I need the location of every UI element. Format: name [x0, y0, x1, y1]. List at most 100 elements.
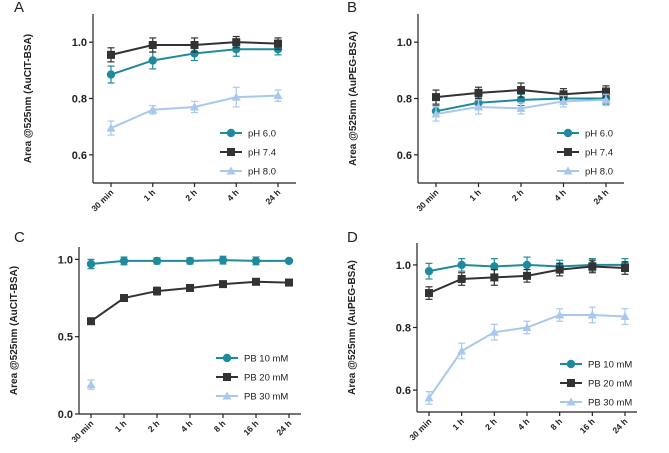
- panel-a-series-ph-6-0-point: [232, 45, 241, 54]
- panel-a-x-tick-label: 24 h: [263, 187, 282, 206]
- panel-d-series-pb-20-mm-point: [523, 271, 531, 280]
- panel-d-series-pb-10-mm-point: [522, 260, 532, 270]
- panel-b-series-ph-8-0-point: [516, 103, 526, 112]
- panel-a-x-tick-label: 30 min: [89, 187, 115, 213]
- panel-d-series-pb-30-mm-point: [489, 327, 499, 336]
- panel-d-series-pb-30-mm-point: [522, 323, 532, 331]
- panel-c-x-tick-label: 24 h: [274, 418, 293, 437]
- legend-d-marker: [567, 379, 575, 387]
- panel-c-series-pb-20-mm-point: [87, 317, 95, 326]
- panel-c-x-tick-label: 8 h: [212, 418, 228, 434]
- legend-d-marker: [566, 359, 576, 369]
- panel-c-x-tick-label: 4 h: [179, 418, 195, 434]
- panel-b-letter: B: [347, 0, 357, 16]
- panel-c-x-tick-label: 30 min: [69, 418, 95, 444]
- panel-d-series-pb-30-mm-point: [620, 312, 630, 321]
- panel-c-series-pb-30-mm-point: [86, 380, 96, 389]
- panel-a-series-ph-8-0-point: [190, 102, 199, 111]
- panel-b-x-tick-label: 30 min: [414, 187, 440, 213]
- panel-d-series-pb-20-mm-point: [425, 289, 433, 298]
- panel-b-y-tick-label: 0.6: [397, 150, 412, 162]
- panel-d-series-pb-30-mm: [424, 306, 630, 405]
- legend-b-marker: [564, 148, 572, 156]
- panel-c-series-pb-20-mm-point: [153, 287, 161, 296]
- legend-d-label: PB 30 mM: [588, 398, 632, 409]
- legend-a-label: pH 6.0: [248, 129, 276, 140]
- panel-d-y-tick-label: 0.6: [396, 385, 411, 397]
- panel-d-series-pb-10-mm-point: [490, 262, 499, 271]
- panel-c-series-pb-30-mm: [86, 379, 96, 390]
- panel-a-x-tick-label: 2 h: [183, 187, 199, 203]
- legend-d-label: PB 10 mM: [588, 360, 632, 371]
- panel-c-letter: C: [14, 229, 25, 246]
- panel-b-x-tick-label: 2 h: [510, 187, 526, 203]
- legend-c-label: PB 20 mM: [244, 373, 288, 384]
- panel-c-y-axis-label: Area @525nm (AuCIT-BSA): [9, 266, 20, 395]
- panel-c-x-tick-label: 16 h: [241, 418, 260, 437]
- panel-d-x-tick-label: 30 min: [407, 416, 433, 442]
- panel-d-series-pb-20-mm-point: [490, 273, 499, 282]
- legend-b-label: pH 8.0: [585, 167, 613, 178]
- legend-d-label: PB 20 mM: [588, 379, 632, 390]
- panel-c-series-pb-20-mm-point: [252, 277, 260, 286]
- panel-b-series-ph-7-4-point: [432, 93, 440, 102]
- legend-a-marker: [226, 128, 236, 138]
- panel-a-series-ph-7-4-point: [190, 40, 199, 49]
- panel-d-series-pb-10-mm-point: [457, 260, 466, 270]
- panel-d-x-tick-label: 1 h: [450, 416, 466, 432]
- panel-a-series-ph-6-0: [106, 41, 283, 84]
- panel-a-series-ph-8-0: [106, 86, 283, 136]
- panel-d-series-pb-30-mm-point: [587, 310, 597, 319]
- panel-c-y-tick-label: 0.0: [58, 409, 73, 421]
- legend-b-marker: [563, 166, 573, 175]
- panel-d-x-tick-label: 4 h: [516, 416, 532, 432]
- legend-b-label: pH 6.0: [585, 129, 613, 140]
- panel-a-series-ph-7-4-point: [232, 38, 241, 47]
- panel-d-letter: D: [347, 229, 358, 246]
- panel-c-series-pb-10-mm-point: [119, 256, 129, 266]
- panel-c-series-pb-10-mm-point: [86, 259, 96, 269]
- panel-c-x-tick-label: 2 h: [146, 418, 162, 434]
- panel-a-series-ph-6-0-point: [148, 56, 157, 65]
- legend-a-marker: [226, 166, 236, 175]
- panel-d-x-tick-label: 24 h: [610, 416, 629, 435]
- panel-c-series-pb-10-mm-point: [251, 256, 261, 266]
- panel-c-series-pb-20-mm-point: [186, 283, 194, 292]
- panel-b-series-ph-8-0-point: [474, 102, 483, 111]
- panel-a-series-ph-8-0-point: [148, 105, 158, 114]
- panel-d: D 0.6 0.8 1.0 Area @525nm (AuPEG-BSA) 30 min 1…: [347, 229, 637, 442]
- panel-c-series-pb-20-mm-point: [120, 294, 128, 303]
- legend-d-marker: [566, 397, 576, 406]
- panel-c-series-pb-20-mm-point: [285, 278, 293, 287]
- legend-b-label: pH 7.4: [585, 148, 613, 159]
- panel-b-series-ph-8-0-point: [559, 96, 568, 105]
- panel-d-series-pb-30-mm-point: [555, 310, 565, 319]
- panel-a: A 0.6 0.8 1.0 Area @525nm (AuCIT-BSA) 30 min 1…: [14, 0, 296, 213]
- panel-b-x-tick-label: 1 h: [467, 187, 483, 203]
- panel-d-series-pb-30-mm-point: [457, 346, 467, 355]
- panel-b-series-ph-7-4-point: [474, 88, 483, 97]
- panel-c-y-tick-label: 0.5: [58, 332, 73, 344]
- panel-b-x-tick-label: 4 h: [552, 187, 568, 203]
- legend-c-marker: [223, 373, 231, 381]
- panel-a-series-ph-7-4-point: [274, 39, 282, 48]
- panel-d-series-pb-20-mm-point: [621, 264, 629, 273]
- panel-a-y-axis-label: Area @525nm (AuCIT-BSA): [23, 34, 34, 163]
- legend-b-marker: [563, 128, 573, 138]
- panel-c-series-pb-10-mm-point: [185, 256, 195, 266]
- panel-d-y-tick-label: 1.0: [396, 260, 411, 272]
- panel-b: B 0.6 0.8 1.0 Area @525nm (AuPEG-BSA) 30 min 1…: [347, 0, 624, 213]
- panel-b-y-tick-label: 0.8: [397, 94, 412, 106]
- panel-b-series-ph-7-4-point: [517, 86, 525, 95]
- panel-d-series-pb-20-mm-point: [555, 265, 564, 274]
- panel-c-x-tick-label: 1 h: [113, 418, 129, 434]
- panel-d-series-pb-20-mm: [425, 259, 629, 300]
- panel-a-series-ph-6-0-point: [106, 70, 116, 79]
- panel-a-y-tick-label: 0.6: [72, 150, 87, 162]
- panel-a-series-ph-8-0-point: [231, 92, 241, 101]
- panel-d-x-tick-label: 16 h: [578, 416, 597, 435]
- panel-d-y-axis-label: Area @525nm (AuPEG-BSA): [347, 260, 358, 395]
- panel-a-series-ph-7-4-point: [148, 40, 157, 49]
- panel-c-series-pb-10-mm: [86, 255, 294, 270]
